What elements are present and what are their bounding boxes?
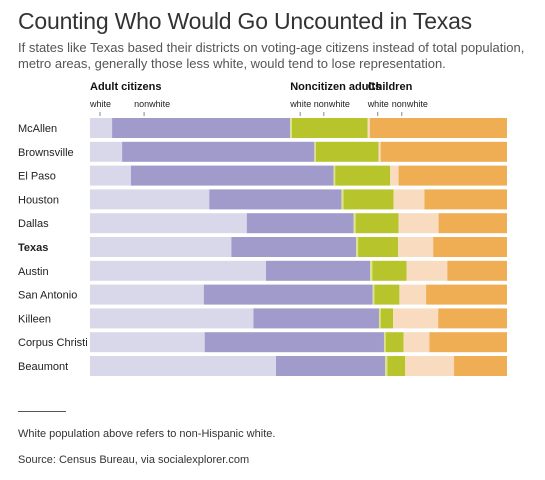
bar-child-nonwhite-brownsville <box>380 141 507 162</box>
bar-noncit-nonwhite-el-paso <box>335 165 391 186</box>
bar-noncit-nonwhite-austin <box>372 260 407 281</box>
bar-noncit-white-mcallen <box>290 118 292 138</box>
bar-adult-nonwhite-brownsville <box>122 141 315 162</box>
bar-child-white-corpus-christi <box>403 332 430 353</box>
category-label-el-paso: El Paso <box>18 171 56 183</box>
category-label-beaumont: Beaumont <box>18 361 68 373</box>
category-label-dallas: Dallas <box>18 218 49 230</box>
group-label-adult-citizens: Adult citizens <box>90 81 162 93</box>
bar-child-nonwhite-el-paso <box>398 165 507 186</box>
bar-child-nonwhite-dallas <box>438 213 507 234</box>
bar-child-nonwhite-texas <box>433 237 507 257</box>
bar-adult-white-mcallen <box>90 118 113 138</box>
bar-child-nonwhite-austin <box>447 260 507 281</box>
bar-noncit-nonwhite-houston <box>343 189 394 210</box>
bar-noncit-white-dallas <box>353 213 356 234</box>
category-labels: McAllen Brownsville El Paso Houston Dallas Te… <box>18 123 88 373</box>
bar-noncit-nonwhite-san-antonio <box>374 284 400 305</box>
sub-label-children-white: white <box>367 99 389 109</box>
bars <box>90 118 508 376</box>
bar-child-nonwhite-houston <box>424 189 507 210</box>
sub-label-noncitizen-adults-white: white <box>289 99 311 109</box>
bar-adult-white-san-antonio <box>90 284 204 305</box>
sub-label-adult-citizens-nonwhite: nonwhite <box>134 99 170 109</box>
bar-child-white-brownsville <box>378 141 381 162</box>
footer-divider <box>18 411 66 412</box>
bar-child-nonwhite-corpus-christi <box>429 332 507 353</box>
bar-noncit-white-austin <box>370 260 373 281</box>
bar-noncit-white-san-antonio <box>372 284 375 305</box>
bar-noncit-nonwhite-killeen <box>380 308 394 329</box>
bar-child-white-mcallen <box>367 118 370 138</box>
bar-adult-nonwhite-mcallen <box>112 118 291 138</box>
chart-title: Counting Who Would Go Uncounted in Texas <box>18 8 472 34</box>
bar-child-nonwhite-san-antonio <box>426 284 507 305</box>
sub-label-children-nonwhite: nonwhite <box>392 99 428 109</box>
bar-adult-nonwhite-texas <box>231 237 357 257</box>
bar-child-white-houston <box>393 189 425 210</box>
chart-subtitle: If states like Texas based their distric… <box>18 40 525 71</box>
sub-label-noncitizen-adults-nonwhite: nonwhite <box>314 99 350 109</box>
group-label-children: Children <box>368 81 413 93</box>
category-label-austin: Austin <box>18 266 49 278</box>
bar-noncit-nonwhite-beaumont <box>387 356 406 376</box>
category-label-brownsville: Brownsville <box>18 147 74 159</box>
bar-child-white-texas <box>398 237 434 257</box>
bar-adult-white-el-paso <box>90 165 131 186</box>
bar-child-white-beaumont <box>405 356 455 376</box>
bar-child-nonwhite-killeen <box>438 308 508 329</box>
bar-adult-white-dallas <box>90 213 247 234</box>
bar-adult-white-killeen <box>90 308 254 329</box>
bar-adult-white-texas <box>90 237 232 257</box>
category-label-texas: Texas <box>18 242 48 254</box>
bar-adult-nonwhite-dallas <box>246 213 354 234</box>
sub-label-adult-citizens-white: white <box>89 99 111 109</box>
bar-child-white-el-paso <box>390 165 399 186</box>
bar-noncit-white-corpus-christi <box>383 332 386 353</box>
bar-noncit-nonwhite-brownsville <box>316 141 379 162</box>
bar-adult-nonwhite-austin <box>265 260 371 281</box>
bar-adult-nonwhite-beaumont <box>275 356 386 376</box>
bar-noncit-white-killeen <box>378 308 381 329</box>
category-label-mcallen: McAllen <box>18 123 57 135</box>
category-label-houston: Houston <box>18 194 59 206</box>
bar-child-nonwhite-beaumont <box>454 356 507 376</box>
bar-child-nonwhite-mcallen <box>369 118 507 138</box>
bar-noncit-white-el-paso <box>333 165 336 186</box>
bar-adult-nonwhite-corpus-christi <box>204 332 384 353</box>
bar-adult-white-brownsville <box>90 141 123 162</box>
bar-adult-white-beaumont <box>90 356 276 376</box>
group-label-noncitizen-adults: Noncitizen adults <box>290 81 381 93</box>
bar-adult-nonwhite-san-antonio <box>203 284 373 305</box>
bar-child-white-killeen <box>393 308 439 329</box>
bar-noncit-nonwhite-texas <box>358 237 399 257</box>
bar-adult-nonwhite-killeen <box>253 308 379 329</box>
bar-child-white-san-antonio <box>399 284 427 305</box>
bar-noncit-white-texas <box>356 237 359 257</box>
bar-adult-white-houston <box>90 189 210 210</box>
bar-noncit-nonwhite-dallas <box>355 213 399 234</box>
bar-noncit-nonwhite-mcallen <box>291 118 368 138</box>
bar-adult-nonwhite-houston <box>209 189 342 210</box>
bar-noncit-white-brownsville <box>314 141 317 162</box>
bar-noncit-nonwhite-corpus-christi <box>385 332 404 353</box>
category-label-killeen: Killeen <box>18 313 51 325</box>
bar-child-white-austin <box>406 260 448 281</box>
category-label-san-antonio: San Antonio <box>18 290 77 302</box>
bar-adult-white-corpus-christi <box>90 332 205 353</box>
bar-adult-white-austin <box>90 260 266 281</box>
bar-noncit-white-houston <box>341 189 344 210</box>
bar-adult-nonwhite-el-paso <box>130 165 334 186</box>
category-label-corpus-christi: Corpus Christi <box>18 337 88 349</box>
source-line: Source: Census Bureau, via socialexplore… <box>18 454 250 466</box>
footnote: White population above refers to non-His… <box>18 428 276 440</box>
bar-noncit-white-beaumont <box>385 356 388 376</box>
bar-child-white-dallas <box>398 213 439 234</box>
